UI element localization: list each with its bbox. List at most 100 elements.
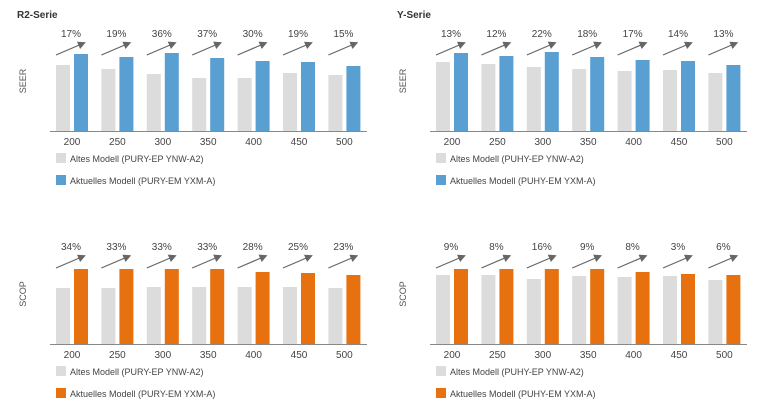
- improvement-label: 34%: [61, 242, 81, 253]
- bar-old-500: [708, 73, 723, 131]
- improvement-arrow-icon: [526, 41, 557, 56]
- x-tick-label: 200: [444, 137, 461, 148]
- improvement-label: 36%: [152, 29, 172, 40]
- improvement-label: 8%: [625, 242, 640, 253]
- improvement-label: 13%: [441, 29, 461, 40]
- bar-current-350: [590, 269, 605, 344]
- y-axis-label: SEER: [18, 68, 28, 93]
- x-tick-label: 400: [245, 137, 262, 148]
- chart-panel-2: Y-Serie SEER 200 13% 250 12% 300 22% 350 18% 400 17…: [397, 10, 747, 186]
- chart-panel-4: SCOP 200 9% 250 8% 300 16% 350 9% 400 8% 450 3% 500 6%…: [398, 242, 747, 399]
- bar-current-200: [454, 53, 468, 131]
- x-tick-label: 450: [291, 350, 308, 361]
- x-tick-label: 450: [671, 137, 688, 148]
- bar-old-300: [526, 279, 541, 344]
- legend-swatch: [56, 153, 66, 163]
- chart-title: Y-Serie: [397, 10, 431, 21]
- legend-swatch: [436, 388, 446, 398]
- improvement-arrow-icon: [708, 254, 739, 269]
- bar-current-250: [119, 57, 134, 131]
- bar-old-350: [192, 287, 207, 344]
- legend-swatch: [56, 366, 66, 376]
- bar-current-250: [499, 269, 514, 344]
- bar-current-250: [499, 56, 514, 131]
- x-tick-label: 500: [716, 350, 733, 361]
- x-tick-label: 300: [154, 137, 171, 148]
- x-tick-label: 400: [625, 350, 642, 361]
- improvement-label: 15%: [333, 29, 353, 40]
- legend-swatch: [436, 366, 446, 376]
- x-tick-label: 500: [716, 137, 733, 148]
- improvement-label: 18%: [577, 29, 597, 40]
- improvement-arrow-icon: [282, 41, 313, 56]
- bar-old-350: [572, 276, 587, 344]
- legend-label: Aktuelles Modell (PURY-EM YXM-A): [70, 389, 215, 399]
- bar-old-400: [617, 71, 632, 131]
- y-axis-label: SCOP: [18, 281, 28, 307]
- improvement-label: 30%: [243, 29, 263, 40]
- bar-current-400: [635, 60, 650, 131]
- improvement-label: 13%: [713, 29, 733, 40]
- improvement-arrow-icon: [282, 254, 313, 269]
- legend-swatch: [56, 175, 66, 185]
- y-axis-label: SEER: [398, 68, 408, 93]
- improvement-label: 17%: [623, 29, 643, 40]
- x-tick-label: 400: [625, 137, 642, 148]
- improvement-label: 33%: [152, 242, 172, 253]
- improvement-label: 19%: [106, 29, 126, 40]
- bar-old-350: [572, 69, 587, 131]
- bar-old-500: [708, 280, 723, 344]
- legend-label: Aktuelles Modell (PURY-EM YXM-A): [70, 176, 215, 186]
- bar-current-400: [255, 61, 270, 131]
- improvement-label: 23%: [333, 242, 353, 253]
- bar-old-200: [436, 275, 450, 344]
- bar-current-200: [74, 54, 88, 131]
- bar-old-200: [436, 62, 450, 131]
- bar-current-450: [681, 61, 695, 131]
- legend-label: Altes Modell (PUHY-EP YNW-A2): [450, 154, 584, 164]
- improvement-arrow-icon: [55, 254, 86, 269]
- bar-current-200: [74, 269, 88, 344]
- bar-old-300: [146, 287, 161, 344]
- bar-old-350: [192, 78, 207, 131]
- legend-label: Aktuelles Modell (PUHY-EM YXM-A): [450, 176, 596, 186]
- improvement-arrow-icon: [328, 254, 359, 269]
- bar-current-300: [164, 53, 179, 131]
- improvement-label: 17%: [61, 29, 81, 40]
- bar-old-400: [237, 78, 252, 131]
- bar-old-450: [283, 287, 297, 344]
- x-tick-label: 250: [109, 350, 126, 361]
- chart-panel-1: R2-Serie SEER 200 17% 250 19% 300 36% 350 37% 400 3…: [17, 10, 367, 186]
- bar-current-350: [590, 57, 605, 131]
- x-tick-label: 450: [291, 137, 308, 148]
- improvement-label: 33%: [197, 242, 217, 253]
- x-tick-label: 200: [64, 350, 81, 361]
- bar-old-450: [663, 70, 677, 131]
- improvement-arrow-icon: [617, 41, 648, 56]
- legend-label: Aktuelles Modell (PUHY-EM YXM-A): [450, 389, 596, 399]
- bar-current-500: [346, 66, 361, 131]
- bar-current-500: [346, 275, 361, 344]
- legend-swatch: [56, 388, 66, 398]
- x-tick-label: 300: [154, 350, 171, 361]
- improvement-arrow-icon: [526, 254, 557, 269]
- bar-old-300: [526, 67, 541, 131]
- improvement-arrow-icon: [571, 41, 603, 56]
- bar-current-500: [726, 275, 741, 344]
- chart-title: R2-Serie: [17, 10, 58, 21]
- bar-current-350: [210, 269, 225, 344]
- improvement-label: 3%: [671, 242, 686, 253]
- improvement-arrow-icon: [191, 254, 223, 269]
- x-tick-label: 350: [200, 137, 217, 148]
- bar-current-500: [726, 65, 741, 131]
- x-tick-label: 500: [336, 350, 353, 361]
- bar-old-450: [283, 73, 297, 131]
- bar-old-250: [101, 69, 116, 131]
- improvement-label: 9%: [580, 242, 595, 253]
- x-tick-label: 200: [444, 350, 461, 361]
- improvement-arrow-icon: [237, 254, 268, 269]
- improvement-arrow-icon: [101, 254, 132, 269]
- legend-label: Altes Modell (PURY-EP YNW-A2): [70, 154, 204, 164]
